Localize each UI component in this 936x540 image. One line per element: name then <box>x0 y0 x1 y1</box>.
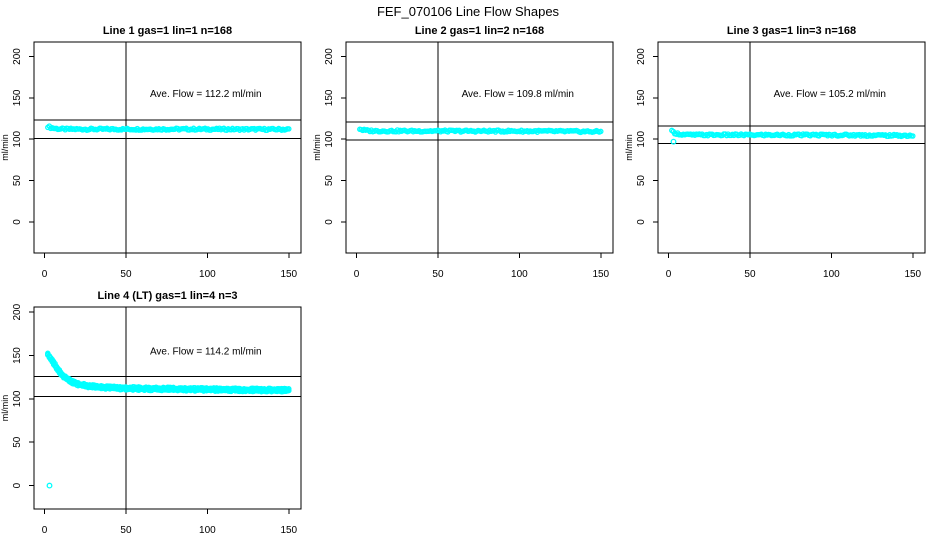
plot-box <box>33 306 302 510</box>
y-axis-title: ml/min <box>312 134 322 161</box>
y-tick-label: 0 <box>324 219 335 225</box>
ave-flow-annotation: Ave. Flow = 109.8 ml/min <box>462 89 574 100</box>
y-tick-label: 150 <box>636 89 647 106</box>
y-tick-label: 0 <box>12 219 23 225</box>
y-tick-label: 200 <box>324 48 335 65</box>
y-tick-label: 100 <box>636 130 647 147</box>
plot-box <box>345 41 614 254</box>
y-tick-label: 0 <box>12 482 23 488</box>
y-tick-label: 50 <box>324 175 335 187</box>
y-axis: 0 50 100 150 200 <box>12 303 34 488</box>
figure-title: FEF_070106 Line Flow Shapes <box>377 4 560 19</box>
x-tick-label: 150 <box>592 269 609 280</box>
y-tick-label: 50 <box>12 175 23 187</box>
ave-flow-annotation: Ave. Flow = 105.2 ml/min <box>774 89 886 100</box>
y-axis-title: ml/min <box>0 134 10 161</box>
data-points <box>45 350 292 395</box>
x-tick-label: 0 <box>354 269 360 280</box>
data-points <box>357 126 604 136</box>
x-tick-label: 150 <box>904 269 921 280</box>
y-axis: 0 50 100 150 200 <box>12 48 34 225</box>
outlier-point <box>46 482 53 489</box>
x-tick-label: 150 <box>280 269 297 280</box>
outlier-point <box>670 138 677 145</box>
ave-flow-annotation: Ave. Flow = 112.2 ml/min <box>150 89 262 100</box>
panel-title: Line 2 gas=1 lin=2 n=168 <box>415 25 544 37</box>
y-axis-title: ml/min <box>624 134 634 161</box>
x-tick-label: 50 <box>744 269 756 280</box>
y-axis-title: ml/min <box>0 395 10 422</box>
panel-4: Line 4 (LT) gas=1 lin=4 n=3 0 50 100 150 0 50 1… <box>0 290 302 536</box>
x-tick-label: 50 <box>120 269 132 280</box>
y-tick-label: 200 <box>12 48 23 65</box>
y-tick-label: 200 <box>12 303 23 320</box>
x-tick-label: 0 <box>42 269 48 280</box>
x-axis: 0 50 100 150 <box>42 253 298 280</box>
x-tick-label: 100 <box>199 269 216 280</box>
x-axis: 0 50 100 150 <box>42 509 298 536</box>
data-points <box>45 123 292 134</box>
plot-box <box>33 41 302 254</box>
panel-title: Line 3 gas=1 lin=3 n=168 <box>727 25 856 37</box>
panel-3: Line 3 gas=1 lin=3 n=168 0 50 100 150 0 50 100 1… <box>624 25 926 280</box>
x-tick-label: 100 <box>199 525 216 536</box>
y-tick-label: 0 <box>636 219 647 225</box>
y-tick-label: 100 <box>324 130 335 147</box>
y-tick-label: 150 <box>324 89 335 106</box>
x-tick-label: 100 <box>823 269 840 280</box>
x-tick-label: 0 <box>666 269 672 280</box>
y-tick-label: 50 <box>636 175 647 187</box>
y-tick-label: 50 <box>12 436 23 448</box>
panel-title: Line 4 (LT) gas=1 lin=4 n=3 <box>97 290 237 302</box>
y-tick-label: 100 <box>12 130 23 147</box>
x-axis: 0 50 100 150 <box>354 253 610 280</box>
x-tick-label: 100 <box>511 269 528 280</box>
y-tick-label: 150 <box>12 89 23 106</box>
y-axis: 0 50 100 150 200 <box>636 48 658 225</box>
x-axis: 0 50 100 150 <box>666 253 922 280</box>
y-tick-label: 100 <box>12 390 23 407</box>
y-axis: 0 50 100 150 200 <box>324 48 346 225</box>
x-tick-label: 0 <box>42 525 48 536</box>
panel-title: Line 1 gas=1 lin=1 n=168 <box>103 25 232 37</box>
ave-flow-annotation: Ave. Flow = 114.2 ml/min <box>150 347 262 358</box>
y-tick-label: 150 <box>12 347 23 364</box>
y-tick-label: 200 <box>636 48 647 65</box>
plot-box <box>657 41 926 254</box>
x-tick-label: 50 <box>120 525 132 536</box>
x-tick-label: 150 <box>280 525 297 536</box>
x-tick-label: 50 <box>432 269 444 280</box>
data-points <box>669 127 916 140</box>
panel-2: Line 2 gas=1 lin=2 n=168 0 50 100 150 0 50 100 1… <box>312 25 614 280</box>
panel-1: Line 1 gas=1 lin=1 n=168 0 50 100 150 0 50 100 1… <box>0 25 302 280</box>
